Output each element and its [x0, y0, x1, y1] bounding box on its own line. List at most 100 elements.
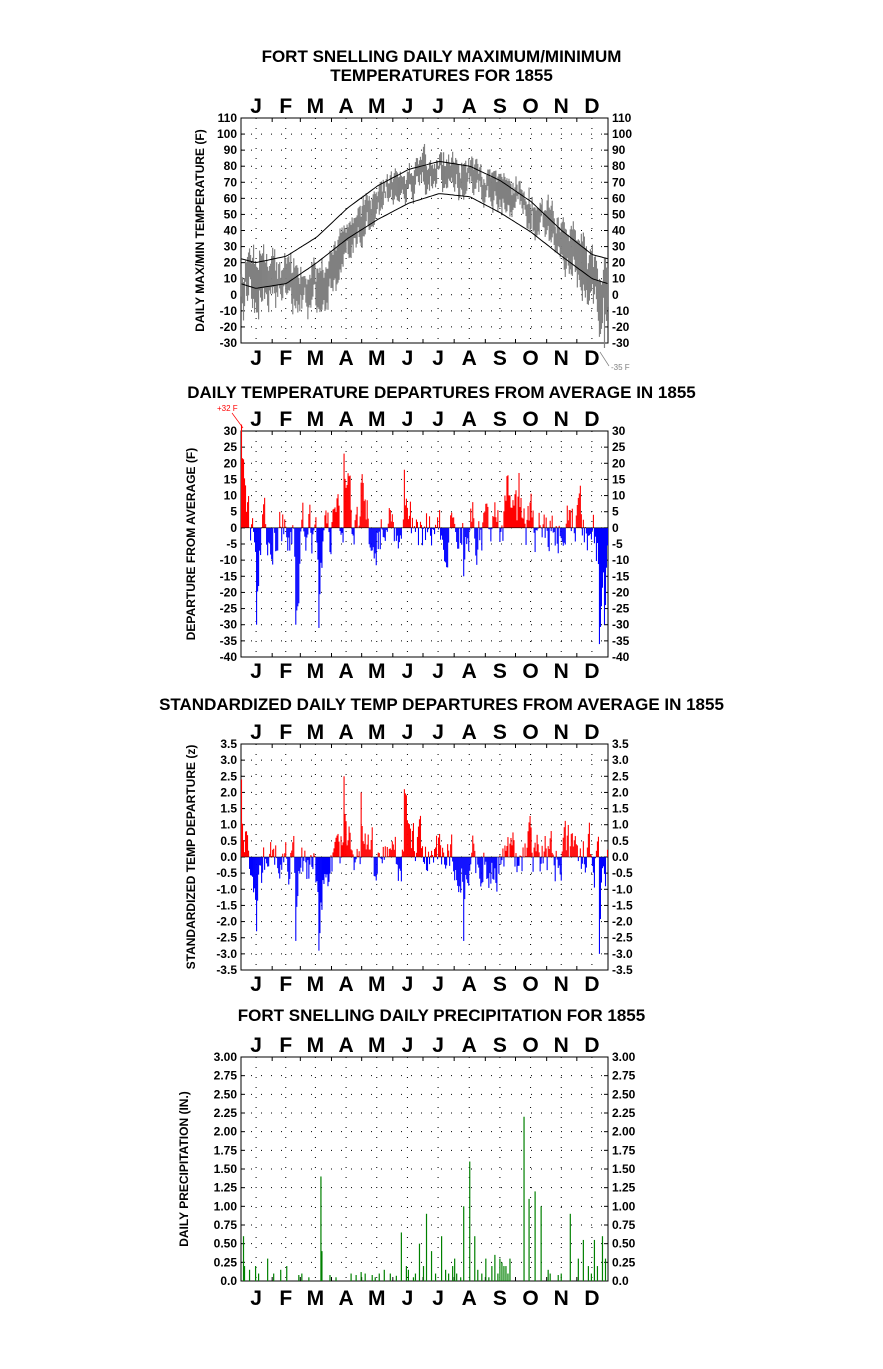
- y-tick-label-left: 1.25: [214, 1181, 238, 1195]
- y-tick-label-right: -1.0: [612, 882, 633, 896]
- y-tick-label-right: -10: [612, 553, 630, 567]
- normal-max-line: [241, 161, 608, 264]
- month-label-top: J: [402, 1034, 414, 1057]
- y-tick-label-left: 1.00: [214, 1199, 238, 1213]
- y-tick-label-left: 1.5: [220, 802, 237, 816]
- month-label-bottom: N: [554, 347, 569, 370]
- y-tick-label-left: 2.0: [220, 785, 237, 799]
- y-tick-label-right: 1.00: [612, 1199, 636, 1213]
- month-label-bottom: A: [462, 973, 477, 996]
- month-label-bottom: O: [522, 973, 538, 996]
- chart2-title: DAILY TEMPERATURE DEPARTURES FROM AVERAG…: [187, 383, 696, 402]
- y-tick-label-left: 0.50: [214, 1237, 238, 1251]
- y-tick-label-left: 1.50: [214, 1162, 238, 1176]
- month-label-top: F: [279, 1034, 292, 1057]
- y-tick-label-left: -2.0: [216, 915, 237, 929]
- y-tick-label-left: -10: [220, 304, 238, 318]
- y-tick-label-right: 80: [612, 159, 626, 173]
- y-tick-label-left: 0: [230, 521, 237, 535]
- y-tick-label-left: 3.0: [220, 753, 237, 767]
- y-tick-label-right: 0: [612, 521, 619, 535]
- y-tick-label-right: 0: [612, 288, 619, 302]
- month-label-bottom: A: [462, 660, 477, 683]
- y-tick-label-right: -35: [612, 634, 630, 648]
- month-label-top: J: [250, 95, 262, 118]
- y-tick-label-right: 90: [612, 143, 626, 157]
- chart3-title: STANDARDIZED DAILY TEMP DEPARTURES FROM …: [159, 695, 724, 714]
- y-tick-label-right: 0.50: [612, 1237, 636, 1251]
- normal-min-line: [241, 193, 608, 289]
- month-label-top: S: [493, 408, 507, 431]
- month-label-top: J: [432, 721, 444, 744]
- month-label-top: F: [279, 721, 292, 744]
- month-label-top: M: [307, 408, 325, 431]
- y-tick-label-right: -25: [612, 602, 630, 616]
- chart1-panel: -30 -30 -20 -20 -10 -10 0 0 10 10 20 20 30 30 40 40 50 50…: [0, 0, 883, 380]
- y-tick-label-right: 40: [612, 224, 626, 238]
- y-tick-label-right: -2.5: [612, 931, 633, 945]
- y-tick-label-right: 1.25: [612, 1181, 636, 1195]
- y-tick-label-right: 110: [612, 111, 632, 125]
- month-label-bottom: M: [368, 660, 386, 683]
- y-tick-label-left: -5: [226, 537, 237, 551]
- y-tick-label-left: 0.75: [214, 1218, 238, 1232]
- month-label-bottom: F: [279, 973, 292, 996]
- month-label-top: J: [250, 1034, 262, 1057]
- month-label-top: D: [584, 95, 599, 118]
- month-label-top: N: [554, 1034, 569, 1057]
- annotation-leader: [231, 412, 244, 429]
- y-tick-label-left: 20: [224, 456, 238, 470]
- y-tick-label-left: 0.5: [220, 834, 237, 848]
- month-label-bottom: J: [432, 347, 444, 370]
- y-tick-label-left: 80: [224, 159, 238, 173]
- y-tick-label-left: 0.0: [220, 1274, 237, 1288]
- month-label-top: F: [279, 95, 292, 118]
- y-tick-label-right: -2.0: [612, 915, 633, 929]
- month-label-top: S: [493, 721, 507, 744]
- y-tick-label-right: 2.25: [612, 1106, 636, 1120]
- y-tick-label-right: 1.75: [612, 1143, 636, 1157]
- month-label-bottom: J: [432, 973, 444, 996]
- month-label-top: A: [338, 1034, 353, 1057]
- y-tick-label-right: 0.5: [612, 834, 629, 848]
- chart1-svg: -30 -30 -20 -20 -10 -10 0 0 10 10 20 20 30 30 40 40 50 50…: [193, 95, 632, 372]
- month-label-bottom: D: [584, 660, 599, 683]
- y-tick-label-left: 100: [217, 127, 237, 141]
- month-label-bottom: J: [402, 973, 414, 996]
- y-tick-label-left: 50: [224, 207, 238, 221]
- y-tick-label-left: 70: [224, 175, 238, 189]
- y-tick-label-left: -25: [220, 602, 238, 616]
- month-label-top: N: [554, 721, 569, 744]
- y-tick-label-left: -20: [220, 320, 238, 334]
- month-label-top: M: [307, 1034, 325, 1057]
- y-tick-label-left: 10: [224, 272, 238, 286]
- y-tick-label-right: 10: [612, 489, 626, 503]
- y-tick-label-right: 30: [612, 424, 626, 438]
- y-axis-label: DAILY PRECIPITATION (IN.): [177, 1091, 191, 1247]
- month-label-top: O: [522, 95, 538, 118]
- month-label-top: O: [522, 721, 538, 744]
- y-tick-label-left: -30: [220, 336, 238, 350]
- chart3-panel: -3.5 -3.5 -3.0 -3.0 -2.5 -2.5 -2.0 -2.0 -1.5 -1.5…: [184, 721, 633, 996]
- month-label-bottom: D: [584, 1287, 599, 1310]
- y-tick-label-right: -20: [612, 585, 630, 599]
- month-label-bottom: J: [250, 1287, 262, 1310]
- y-tick-label-left: -35: [220, 634, 238, 648]
- month-label-bottom: N: [554, 973, 569, 996]
- month-label-bottom: M: [368, 347, 386, 370]
- month-label-top: J: [250, 721, 262, 744]
- chart3-svg: -3.5 -3.5 -3.0 -3.0 -2.5 -2.5 -2.0 -2.0 -1.5 -1.5…: [184, 721, 633, 996]
- chart1-title-line1: FORT SNELLING DAILY MAXIMUM/MINIMUM: [261, 47, 622, 66]
- y-tick-label-right: 10: [612, 272, 626, 286]
- month-label-bottom: J: [250, 973, 262, 996]
- y-tick-label-right: -0.5: [612, 866, 633, 880]
- y-tick-label-left: 3.5: [220, 737, 237, 751]
- y-tick-label-right: 1.0: [612, 818, 629, 832]
- y-tick-label-left: -1.5: [216, 898, 237, 912]
- month-label-top: A: [462, 408, 477, 431]
- y-tick-label-right: -5: [612, 537, 623, 551]
- month-label-bottom: A: [338, 1287, 353, 1310]
- y-tick-label-left: 30: [224, 240, 238, 254]
- month-label-bottom: J: [432, 1287, 444, 1310]
- y-tick-label-left: 2.25: [214, 1106, 238, 1120]
